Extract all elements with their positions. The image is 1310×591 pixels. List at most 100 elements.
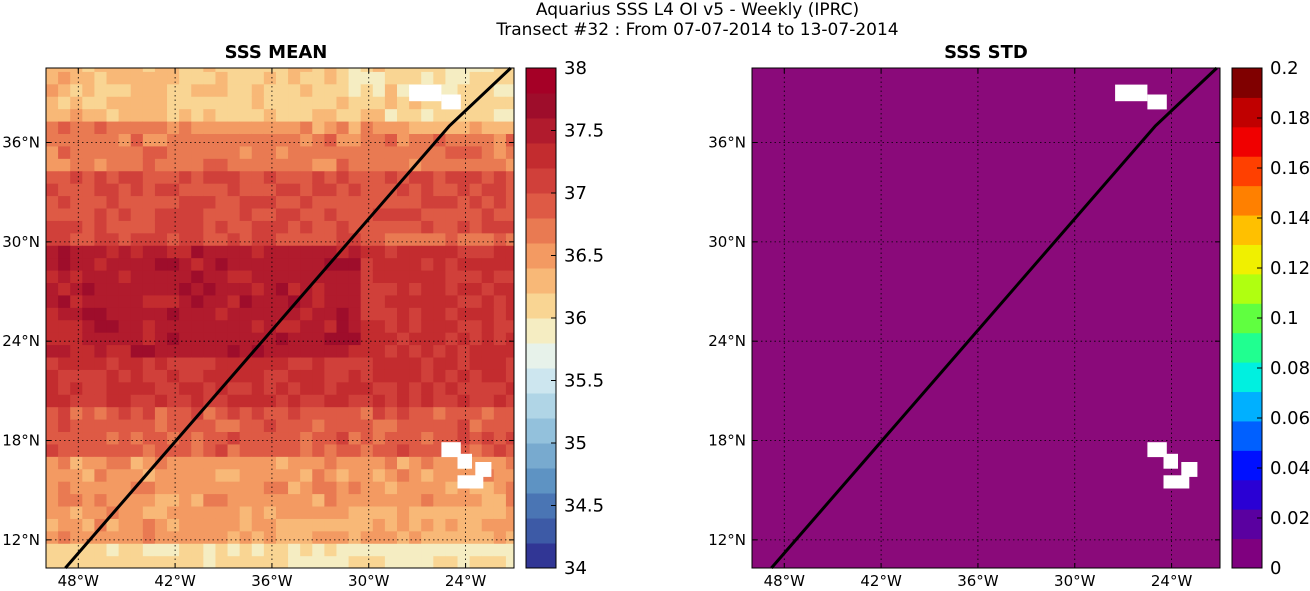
- sss-cell: [409, 207, 422, 221]
- sss-cell: [179, 394, 192, 408]
- sss-cell: [46, 332, 59, 346]
- sss-cell: [94, 120, 108, 134]
- sss-cell: [227, 543, 241, 557]
- sss-cell: [154, 120, 168, 134]
- sss-cell: [421, 431, 434, 445]
- sss-cell: [275, 83, 289, 97]
- colorbar-tick-label: 0.02: [1270, 508, 1310, 529]
- x-tick-label: 24°W: [1151, 572, 1193, 590]
- sss-cell: [167, 505, 180, 519]
- missing-cell: [409, 84, 442, 102]
- sss-cell: [179, 158, 192, 172]
- sss-cell: [263, 282, 277, 296]
- sss-cell: [372, 431, 386, 445]
- sss-cell: [384, 108, 398, 122]
- sss-cell: [421, 269, 434, 284]
- sss-cell: [154, 220, 168, 234]
- sss-cell: [179, 257, 192, 271]
- sss-cell: [275, 543, 289, 557]
- y-tick-label: 18°N: [708, 432, 746, 450]
- sss-cell: [118, 332, 132, 346]
- sss-cell: [397, 406, 410, 420]
- sss-cell: [409, 71, 422, 85]
- sss-cell: [70, 518, 83, 532]
- sss-cell: [421, 207, 434, 221]
- sss-cell: [324, 505, 338, 519]
- sss-cell: [130, 344, 144, 358]
- sss-cell: [433, 120, 447, 134]
- sss-cell: [70, 294, 83, 308]
- sss-cell: [324, 145, 338, 159]
- sss-cell: [191, 481, 204, 495]
- sss-cell: [191, 145, 204, 159]
- x-tick-label: 30°W: [348, 572, 390, 590]
- sss-cell: [372, 332, 386, 346]
- sss-cell: [203, 195, 217, 209]
- sss-cell: [481, 555, 495, 568]
- sss-cell: [106, 158, 120, 172]
- sss-cell: [167, 133, 180, 147]
- sss-cell: [493, 158, 507, 172]
- sss-cell: [167, 158, 180, 172]
- sss-cell: [130, 83, 144, 97]
- sss-cell: [421, 344, 434, 358]
- sss-cell: [179, 68, 192, 72]
- sss-cell: [179, 96, 192, 110]
- sss-cell: [82, 369, 96, 383]
- sss-cell: [275, 257, 289, 271]
- sss-cell: [275, 418, 289, 433]
- sss-cell: [433, 406, 447, 420]
- sss-cell: [58, 493, 71, 507]
- sss-cell: [493, 431, 507, 445]
- colorbar-segment: [526, 343, 556, 369]
- sss-cell: [263, 220, 277, 234]
- sss-cell: [300, 83, 313, 97]
- sss-cell: [191, 294, 204, 308]
- sss-cell: [118, 518, 132, 532]
- sss-cell: [469, 332, 483, 346]
- sss-cell: [275, 145, 289, 159]
- sss-cell: [154, 505, 168, 519]
- sss-cell: [384, 332, 398, 346]
- sss-cell: [457, 145, 471, 159]
- sss-cell: [82, 431, 96, 445]
- sss-cell: [215, 394, 229, 408]
- sss-cell: [445, 307, 459, 321]
- sss-cell: [203, 406, 217, 420]
- sss-cell: [251, 220, 265, 234]
- sss-cell: [142, 195, 156, 209]
- sss-cell: [58, 232, 71, 246]
- sss-cell: [275, 96, 289, 110]
- sss-cell: [300, 518, 313, 532]
- colorbar-tick-label: 36.5: [564, 246, 604, 267]
- sss-cell: [372, 220, 386, 234]
- sss-cell: [360, 183, 374, 197]
- sss-cell: [154, 108, 168, 122]
- colorbar-segment: [526, 168, 556, 194]
- sss-cell: [505, 120, 514, 134]
- sss-cell: [58, 269, 71, 284]
- sss-cell: [106, 294, 120, 308]
- sss-cell: [469, 282, 483, 296]
- sss-cell: [469, 68, 483, 72]
- sss-cell: [239, 207, 253, 221]
- sss-cell: [251, 83, 265, 97]
- y-tick-label: 12°N: [708, 531, 746, 549]
- sss-cell: [336, 133, 350, 147]
- sss-cell: [82, 68, 96, 72]
- sss-cell: [94, 269, 108, 284]
- sss-cell: [300, 394, 313, 408]
- sss-cell: [324, 232, 338, 246]
- sss-cell: [251, 183, 265, 197]
- sss-cell: [300, 530, 313, 544]
- sss-cell: [239, 145, 253, 159]
- sss-cell: [384, 158, 398, 172]
- sss-cell: [384, 468, 398, 482]
- sss-cell: [493, 518, 507, 532]
- sss-cell: [191, 381, 204, 395]
- sss-cell: [142, 381, 156, 395]
- sss-cell: [397, 68, 410, 72]
- sss-cell: [384, 381, 398, 395]
- sss-cell: [154, 319, 168, 333]
- sss-cell: [263, 269, 277, 284]
